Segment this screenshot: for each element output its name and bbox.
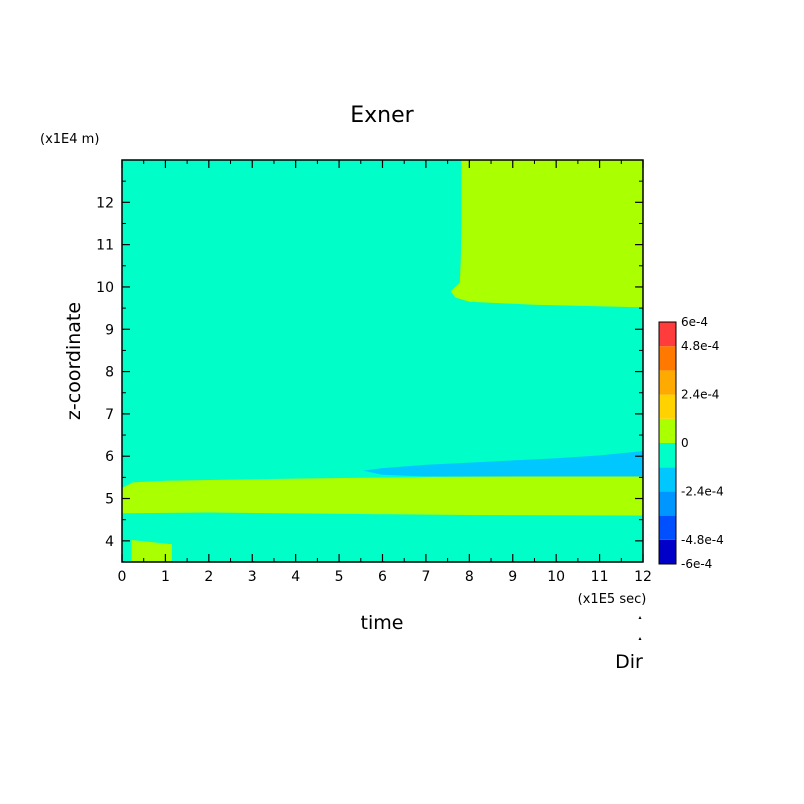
colorbar-tick-label: 2.4e-4 [681, 388, 719, 402]
x-tick-label: 5 [335, 569, 344, 585]
x-scale-label: (x1E5 sec) [578, 592, 647, 607]
x-tick-label: 9 [508, 569, 517, 585]
y-tick-label: 4 [105, 534, 114, 550]
colorbar-swatch [659, 394, 676, 419]
y-tick-label: 7 [105, 407, 114, 423]
contour-region-positive-upper-right [450, 160, 643, 308]
y-scale-label: (x1E4 m) [40, 132, 99, 147]
colorbar-swatch [659, 370, 676, 395]
contour-region-negative-wedge [363, 451, 643, 477]
x-tick-label: 7 [421, 569, 430, 585]
colorbar-swatch [659, 491, 676, 516]
x-tick-label: 3 [248, 569, 257, 585]
colorbar-tick-label: 4.8e-4 [681, 339, 719, 353]
colorbar-swatch [659, 322, 676, 347]
x-tick-label: 8 [465, 569, 474, 585]
colorbar-tick-label: 0 [681, 436, 689, 450]
colorbar-swatch [659, 515, 676, 540]
dir-annotation: Dir [615, 651, 643, 673]
colorbar-tick-label: -6e-4 [681, 557, 712, 571]
colorbar-swatch [659, 539, 676, 564]
x-tick-label: 6 [378, 569, 387, 585]
contour-region-positive-lower-left [131, 540, 172, 562]
x-axis-label: time [361, 612, 404, 634]
contour-region-positive-band [122, 476, 643, 516]
colorbar-frame [658, 321, 677, 565]
x-tick-label: 4 [291, 569, 300, 585]
colorbar-tick-label: 6e-4 [681, 315, 708, 329]
colorbar-swatch [659, 418, 676, 443]
y-tick-label: 12 [96, 195, 114, 211]
y-axis-label: z-coordinate [63, 302, 85, 420]
colorbar-swatch [659, 467, 676, 492]
x-tick-label: 10 [547, 569, 565, 585]
y-tick-label: 9 [105, 322, 114, 338]
y-tick-label: 6 [105, 449, 114, 465]
colorbar-swatch [659, 443, 676, 468]
y-tick-label: 5 [105, 492, 114, 508]
x-tick-label: 11 [591, 569, 609, 585]
y-tick-label: 10 [96, 280, 114, 296]
x-tick-label: 2 [204, 569, 213, 585]
colorbar-tick-label: -4.8e-4 [681, 533, 724, 547]
y-tick-label: 8 [105, 365, 114, 381]
y-tick-label: 11 [96, 238, 114, 254]
x-tick-label: 12 [634, 569, 652, 585]
chart-title: Exner [350, 103, 414, 128]
dir-arrow-icon [638, 616, 642, 640]
colorbar-tick-label: -2.4e-4 [681, 484, 724, 498]
colorbar-swatch [659, 346, 676, 371]
x-tick-label: 0 [118, 569, 127, 585]
x-tick-label: 1 [161, 569, 170, 585]
